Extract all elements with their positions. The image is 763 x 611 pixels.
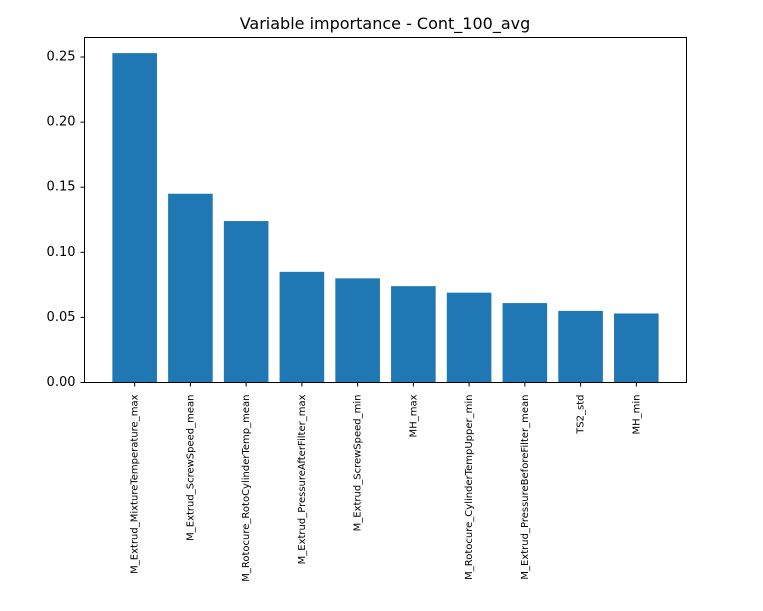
chart-title: Variable importance - Cont_100_avg [240,14,531,34]
plot-frame [84,37,687,383]
x-tick-label: M_Extrud_ScrewSpeed_min [353,395,364,532]
y-tick-label: 0.05 [47,310,76,325]
x-tick-label: M_Extrud_PressureBeforeFilter_mean [520,395,531,580]
x-axis: M_Extrud_MixtureTemperature_max M_Extrud_… [130,382,642,582]
bar-8 [558,310,603,383]
x-tick-label: M_Rotocure_RotoCylinderTemp_mean [241,395,252,582]
x-tick-label: TS2_std [576,395,587,435]
y-tick-label: 0.20 [47,115,76,130]
x-tick-label: M_Extrud_PressureAfterFilter_max [297,394,308,564]
x-tick-label: M_Extrud_MixtureTemperature_max [130,394,141,573]
y-tick-label: 0.15 [47,180,76,195]
x-tick-label: M_Extrud_ScrewSpeed_mean [185,395,196,541]
y-tick-label: 0.10 [47,245,76,260]
bar-9 [614,313,659,383]
x-tick-label: MH_max [408,394,419,437]
bar-1 [168,193,213,383]
y-tick-label: 0.25 [47,50,76,65]
bar-3 [279,271,325,383]
bar-2 [223,221,269,383]
x-tick-label: MH_min [631,395,642,435]
bar-6 [446,292,492,383]
bar-4 [335,278,380,383]
x-tick-label: M_Rotocure_CylinderTempUpper_min [464,395,475,580]
y-axis: 0.00 0.05 0.10 0.15 0.20 0.25 [47,50,85,390]
bar-7 [502,303,548,383]
y-tick-label: 0.00 [47,375,76,390]
bar-5 [391,286,436,383]
bars-group [112,53,659,383]
bar-0 [112,53,157,383]
